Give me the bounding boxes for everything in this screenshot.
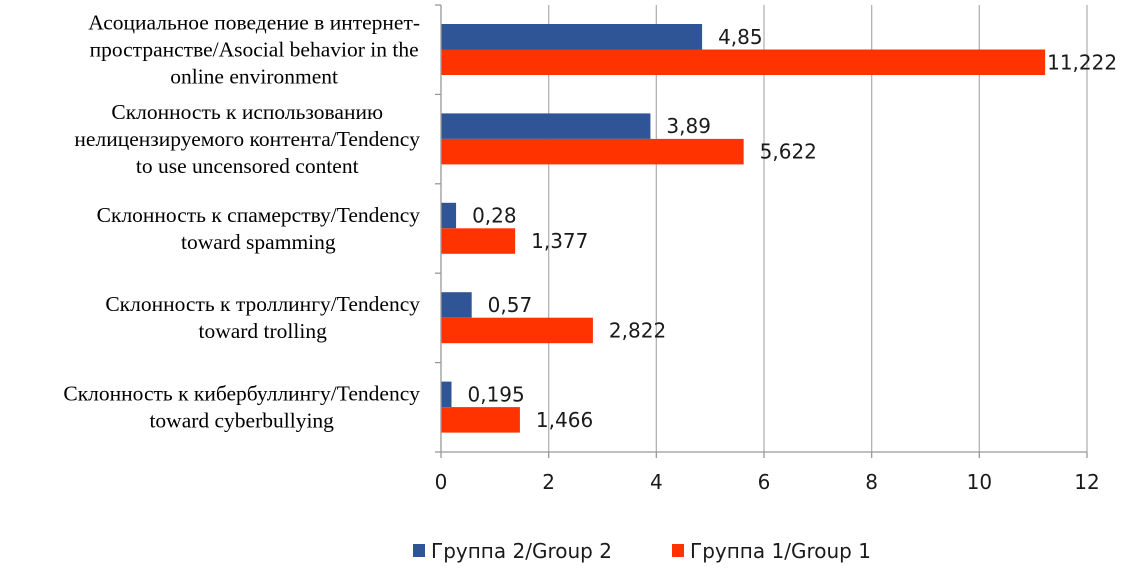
bar-group-2 bbox=[441, 113, 651, 139]
bar-group-1 bbox=[441, 138, 744, 165]
x-tick-label: 0 bbox=[435, 470, 448, 494]
bar-group-2 bbox=[441, 292, 472, 318]
x-tick-label: 6 bbox=[758, 470, 771, 494]
category-label-line: пространстве/Asocial behavior in the bbox=[90, 38, 419, 62]
gridlines bbox=[548, 5, 1088, 452]
data-label: 0,57 bbox=[488, 293, 533, 317]
legend-label-group-2: Группа 2/Group 2 bbox=[431, 539, 612, 563]
category-label-line: toward trolling bbox=[198, 319, 327, 343]
category-label: Склонность к спамерству/Tendency toward s… bbox=[97, 203, 421, 254]
data-label: 2,822 bbox=[609, 318, 666, 342]
bar-group-1 bbox=[441, 407, 520, 433]
data-label: 5,622 bbox=[760, 140, 817, 164]
x-tick-label: 10 bbox=[967, 470, 992, 494]
category-label-line: Склонность к кибербуллингу/Tendency bbox=[63, 382, 420, 406]
data-label: 1,466 bbox=[536, 408, 593, 432]
bar-group-2 bbox=[441, 202, 457, 229]
category-label-line: toward cyberbullying bbox=[149, 409, 334, 433]
bars bbox=[441, 24, 1046, 433]
category-label-line: Склонность к троллингу/Tendency bbox=[105, 292, 420, 316]
axes bbox=[435, 4, 1088, 458]
category-labels: Асоциальное поведение в интернет-простра… bbox=[63, 11, 420, 433]
category-label-line: Асоциальное поведение в интернет- bbox=[88, 11, 420, 35]
x-tick-label: 8 bbox=[865, 470, 878, 494]
data-label: 0,195 bbox=[467, 382, 524, 406]
category-label: Асоциальное поведение в интернет-простра… bbox=[88, 11, 420, 89]
x-tick-label: 4 bbox=[650, 470, 663, 494]
category-label: Склонность к троллингу/Tendency toward tr… bbox=[105, 292, 420, 343]
category-label: Склонность к кибербуллингу/Tendency towar… bbox=[63, 382, 420, 433]
data-label: 1,377 bbox=[531, 229, 588, 253]
data-label: 11,222 bbox=[1047, 50, 1117, 74]
data-label: 4,85 bbox=[718, 25, 763, 49]
bar-group-1 bbox=[441, 228, 516, 254]
legend-swatch-group-2 bbox=[413, 544, 425, 557]
bar-group-2 bbox=[441, 24, 703, 50]
x-tick-labels: 0 2 4 6 8 10 12 bbox=[435, 470, 1100, 494]
category-label-line: to use uncensored content bbox=[136, 154, 359, 178]
data-labels: 4,85 11,222 3,89 5,622 0,28 1,377 0,57 2,822 0,1… bbox=[467, 25, 1117, 432]
legend: Группа 2/Group 2 Группа 1/Group 1 bbox=[413, 539, 871, 563]
x-tick-label: 2 bbox=[542, 470, 555, 494]
legend-label-group-1: Группа 1/Group 1 bbox=[690, 539, 871, 563]
category-label-line: Склонность к использованию bbox=[111, 100, 383, 124]
bar-group-1 bbox=[441, 49, 1046, 75]
bar-group-2 bbox=[441, 381, 452, 408]
category-label-line: online environment bbox=[170, 65, 338, 89]
data-label: 3,89 bbox=[666, 114, 711, 138]
bar-group-1 bbox=[441, 317, 593, 344]
data-label: 0,28 bbox=[472, 204, 517, 228]
x-tick-label: 12 bbox=[1074, 470, 1099, 494]
category-label: Склонность к использованию нелицензируемо… bbox=[74, 100, 420, 178]
category-label-line: Склонность к спамерству/Tendency bbox=[97, 203, 421, 227]
legend-swatch-group-1 bbox=[672, 544, 684, 557]
category-label-line: нелицензируемого контента/Tendency bbox=[74, 127, 420, 151]
category-label-line: toward spamming bbox=[181, 230, 336, 254]
